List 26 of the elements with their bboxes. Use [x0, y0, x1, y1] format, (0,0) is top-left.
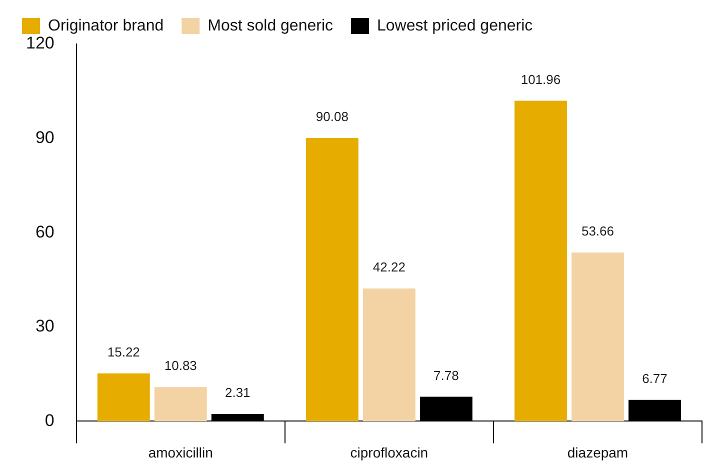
data-label: 15.22	[107, 344, 140, 360]
data-label: 53.66	[581, 224, 614, 239]
bar	[572, 252, 624, 422]
bar	[154, 387, 207, 422]
bar	[306, 138, 358, 422]
bar	[97, 373, 150, 422]
x-tick-label: amoxicillin	[148, 444, 213, 460]
data-label: 90.08	[316, 109, 348, 124]
data-label: 10.83	[164, 358, 197, 374]
data-label: 42.22	[372, 260, 406, 275]
y-tick-label: 0	[44, 410, 54, 430]
data-label: 7.78	[434, 368, 459, 383]
data-label: 2.31	[224, 385, 250, 400]
y-tick-label: 30	[35, 316, 54, 336]
data-label: 6.77	[642, 371, 668, 386]
y-tick-label: 60	[35, 222, 54, 242]
bar	[514, 100, 567, 422]
x-tick-label: ciprofloxacin	[350, 444, 428, 460]
bar	[362, 288, 416, 422]
x-tick-label: diazepam	[567, 444, 628, 460]
legend-label: Lowest priced generic	[377, 17, 533, 34]
legend-label: Most sold generic	[208, 17, 334, 34]
y-tick-label: 120	[26, 34, 54, 53]
legend-label: Originator brand	[48, 17, 164, 34]
data-label: 101.96	[520, 72, 561, 87]
y-tick-label: 90	[35, 128, 54, 147]
